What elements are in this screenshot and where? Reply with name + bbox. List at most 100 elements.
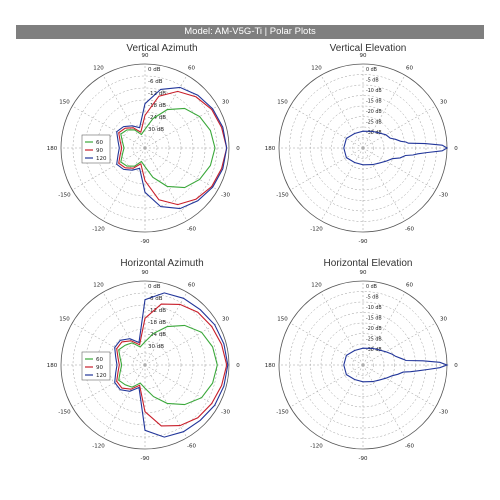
series-trace-elevation	[343, 130, 449, 166]
angle-label: -60	[187, 227, 196, 233]
radial-label: -20 dB	[366, 326, 382, 332]
angle-label: 60	[188, 65, 195, 71]
horizontal-elevation-title: Horizontal Elevation	[323, 258, 413, 269]
angle-label: -30	[439, 193, 448, 199]
angle-label: -150	[276, 410, 289, 416]
grid-spoke	[72, 105, 146, 149]
grid-ring	[352, 137, 374, 159]
grid-ring	[299, 84, 427, 212]
angle-label: 30	[440, 100, 447, 106]
series-trace-60	[118, 324, 218, 406]
horizontal-elevation-chart: 90 60 30 0 -30 -60 -90 -120 -150 180 150 120 0 dB -5 …	[265, 270, 459, 462]
angle-label: 30	[222, 317, 229, 323]
radial-label: 30 dB	[148, 127, 164, 133]
radial-label: -30 dB	[366, 130, 382, 136]
angle-label: -90	[359, 456, 368, 462]
legend-label: 60	[96, 357, 103, 363]
grid-spoke	[144, 292, 188, 366]
grid-spoke	[144, 322, 218, 366]
angle-label: -150	[58, 193, 71, 199]
outer-ring	[60, 63, 230, 233]
grid-spoke	[72, 322, 146, 366]
angle-label: 60	[188, 282, 195, 288]
grid-spoke	[290, 322, 364, 366]
vertical-azimuth-chart: 90 60 30 0 -30 -60 -90 -120 -150 180 150 120 0 dB -6 …	[47, 53, 241, 245]
angle-label: -150	[276, 193, 289, 199]
legend-label: 60	[96, 140, 103, 146]
radial-label: -24 dB	[148, 115, 166, 121]
radial-label: 0 dB	[148, 284, 161, 290]
legend-label: 120	[96, 373, 107, 379]
grid-spoke	[72, 147, 146, 191]
angle-label: -120	[310, 227, 323, 233]
radial-label: -5 dB	[366, 295, 379, 301]
angle-label: 120	[93, 65, 104, 71]
vertical-azimuth-title: Vertical Azimuth	[126, 43, 198, 54]
angle-label: -120	[92, 227, 105, 233]
angle-label: 150	[59, 317, 70, 323]
radial-label: -24 dB	[148, 332, 166, 338]
vertical-elevation-title: Vertical Elevation	[329, 43, 407, 54]
grid-spoke	[144, 364, 218, 408]
angle-label: 0	[454, 363, 458, 369]
grid-spoke	[290, 364, 364, 408]
angle-label: -90	[359, 239, 368, 245]
angle-label: 180	[265, 363, 276, 369]
series-trace-120	[114, 292, 229, 438]
radial-label: -15 dB	[366, 99, 382, 105]
model-header-bar: Model: AM-V5G-Ti | Polar Plots	[16, 25, 484, 39]
series-trace-elevation	[343, 347, 449, 383]
horizontal-azimuth-chart: 90 60 30 0 -30 -60 -90 -120 -150 180 150 120 0 dB -6 …	[47, 270, 241, 462]
angle-label: -150	[58, 410, 71, 416]
grid-ring	[331, 333, 395, 397]
angle-label: 180	[47, 146, 58, 152]
radial-label: -6 dB	[148, 79, 163, 85]
angle-label: -90	[141, 239, 150, 245]
grid-spoke	[320, 364, 364, 438]
radial-label: -15 dB	[366, 316, 382, 322]
radial-label: -10 dB	[366, 305, 382, 311]
angle-label: 30	[440, 317, 447, 323]
grid-spoke	[362, 147, 436, 191]
angle-label: 120	[311, 282, 322, 288]
grid-spoke	[362, 147, 406, 221]
grid-spoke	[362, 364, 436, 408]
vertical-elevation-chart: 90 60 30 0 -30 -60 -90 -120 -150 180 150 120 0 dB -5 …	[265, 53, 459, 245]
radial-label: -25 dB	[366, 120, 382, 126]
angle-label: 90	[142, 270, 149, 276]
grid-ring	[299, 301, 427, 429]
grid-spoke	[144, 105, 218, 149]
angle-label: -90	[141, 456, 150, 462]
series-trace-120	[116, 86, 228, 210]
radial-label: -18 dB	[148, 320, 166, 326]
grid-spoke	[362, 364, 406, 438]
angle-label: 90	[360, 270, 367, 276]
radial-label: -6 dB	[148, 296, 163, 302]
grid-spoke	[144, 75, 188, 149]
grid-spoke	[290, 105, 364, 149]
angle-label: 60	[406, 65, 413, 71]
legend-label: 120	[96, 156, 107, 162]
angle-label: 150	[277, 317, 288, 323]
radial-label: -20 dB	[366, 109, 382, 115]
angle-label: 60	[406, 282, 413, 288]
angle-label: 120	[311, 65, 322, 71]
grid-spoke	[102, 147, 146, 221]
angle-label: 150	[59, 100, 70, 106]
radial-label: -5 dB	[366, 78, 379, 84]
angle-label: 180	[47, 363, 58, 369]
angle-label: -30	[439, 410, 448, 416]
series-trace-90	[118, 90, 228, 206]
radial-label: 0 dB	[148, 67, 161, 73]
legend-label: 90	[96, 365, 103, 371]
angle-label: -60	[187, 444, 196, 450]
angle-label: 180	[265, 146, 276, 152]
radial-label: -25 dB	[366, 337, 382, 343]
grid-spoke	[290, 147, 364, 191]
series-trace-60	[120, 107, 216, 189]
angle-label: -60	[405, 227, 414, 233]
grid-ring	[331, 116, 395, 180]
horizontal-azimuth-title: Horizontal Azimuth	[120, 258, 204, 269]
angle-label: -60	[405, 444, 414, 450]
angle-label: -120	[92, 444, 105, 450]
